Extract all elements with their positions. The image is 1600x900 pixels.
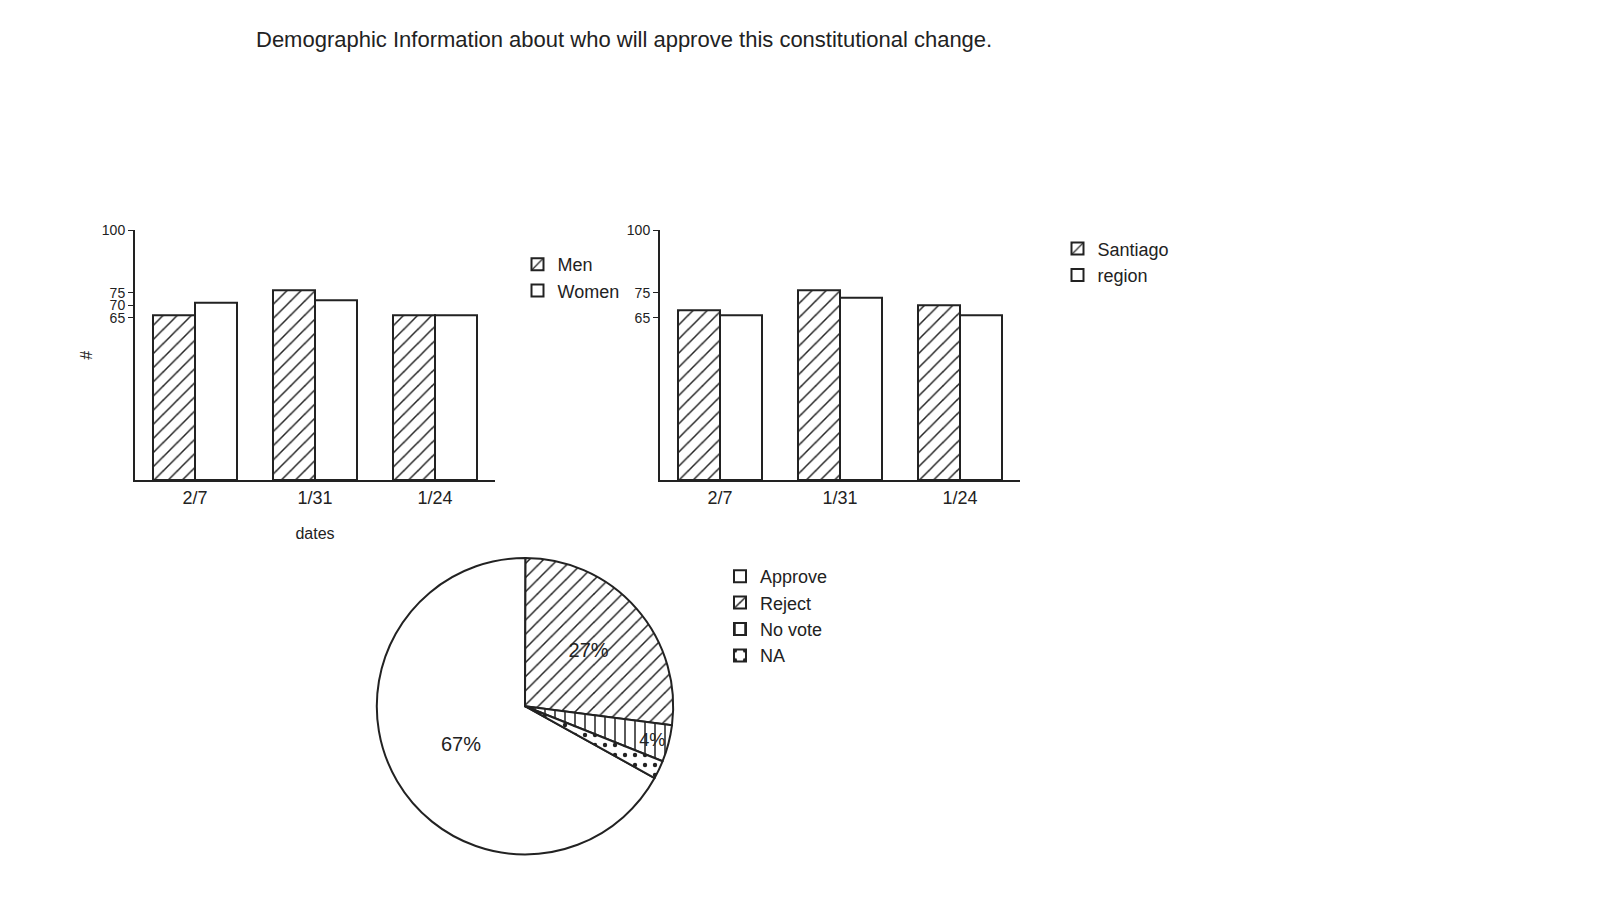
svg-text:1/31: 1/31 bbox=[822, 488, 857, 508]
svg-text:27%: 27% bbox=[569, 639, 609, 661]
svg-text:70: 70 bbox=[110, 297, 126, 313]
svg-text:No vote: No vote bbox=[760, 620, 822, 640]
svg-text:Santiago: Santiago bbox=[1098, 240, 1169, 260]
svg-text:1/31: 1/31 bbox=[297, 488, 332, 508]
svg-text:1/24: 1/24 bbox=[942, 488, 977, 508]
svg-text:100: 100 bbox=[102, 222, 126, 238]
svg-text:#: # bbox=[78, 351, 95, 360]
svg-text:Women: Women bbox=[558, 282, 620, 302]
svg-text:4%: 4% bbox=[639, 730, 665, 750]
svg-text:75: 75 bbox=[635, 285, 651, 301]
svg-text:Approve: Approve bbox=[760, 567, 827, 587]
svg-text:65: 65 bbox=[110, 310, 126, 326]
svg-text:region: region bbox=[1098, 266, 1148, 286]
svg-text:NA: NA bbox=[760, 646, 785, 666]
svg-text:75: 75 bbox=[110, 285, 126, 301]
svg-text:67%: 67% bbox=[441, 733, 481, 755]
svg-text:1/24: 1/24 bbox=[417, 488, 452, 508]
svg-text:Reject: Reject bbox=[760, 594, 811, 614]
svg-text:dates: dates bbox=[295, 525, 334, 542]
svg-text:Men: Men bbox=[558, 255, 593, 275]
svg-text:65: 65 bbox=[635, 310, 651, 326]
svg-text:Demographic Information about: Demographic Information about who will a… bbox=[256, 27, 992, 52]
svg-text:2/7: 2/7 bbox=[182, 488, 207, 508]
svg-text:2/7: 2/7 bbox=[707, 488, 732, 508]
svg-text:100: 100 bbox=[627, 222, 651, 238]
